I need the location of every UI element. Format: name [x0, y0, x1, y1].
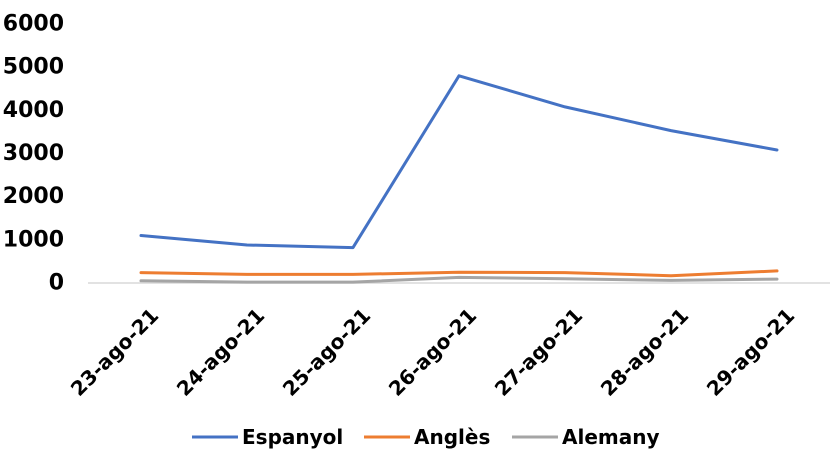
y-tick-label: 1000	[3, 227, 64, 252]
x-tick-label: 28-ago-21	[596, 303, 693, 400]
legend-item: Espanyol	[192, 425, 343, 449]
x-tick-label: 27-ago-21	[490, 303, 587, 400]
legend-label: Anglès	[414, 425, 490, 449]
y-tick-label: 3000	[3, 141, 64, 166]
y-tick-label: 6000	[3, 12, 64, 37]
legend: Espanyol Anglès Alemany	[192, 425, 660, 449]
y-tick-label: 0	[49, 271, 64, 296]
series-line-espanyol	[141, 76, 777, 248]
x-tick-label: 29-ago-21	[702, 303, 799, 400]
series-line-alemany	[141, 277, 777, 282]
series-lines	[141, 76, 777, 282]
y-axis-ticks: 0 1000 2000 3000 4000 5000 6000	[3, 12, 64, 296]
x-tick-label: 24-ago-21	[172, 303, 269, 400]
legend-label: Espanyol	[242, 425, 343, 449]
series-line-angl-s	[141, 271, 777, 276]
y-tick-label: 2000	[3, 184, 64, 209]
x-axis-ticks: 23-ago-21 24-ago-21 25-ago-21 26-ago-21 27-a…	[66, 303, 799, 400]
x-tick-label: 25-ago-21	[278, 303, 375, 400]
x-tick-label: 26-ago-21	[384, 303, 481, 400]
legend-item: Alemany	[512, 425, 660, 449]
legend-item: Anglès	[364, 425, 490, 449]
x-tick-label: 23-ago-21	[66, 303, 163, 400]
y-tick-label: 5000	[3, 55, 64, 80]
y-tick-label: 4000	[3, 98, 64, 123]
legend-label: Alemany	[562, 425, 660, 449]
